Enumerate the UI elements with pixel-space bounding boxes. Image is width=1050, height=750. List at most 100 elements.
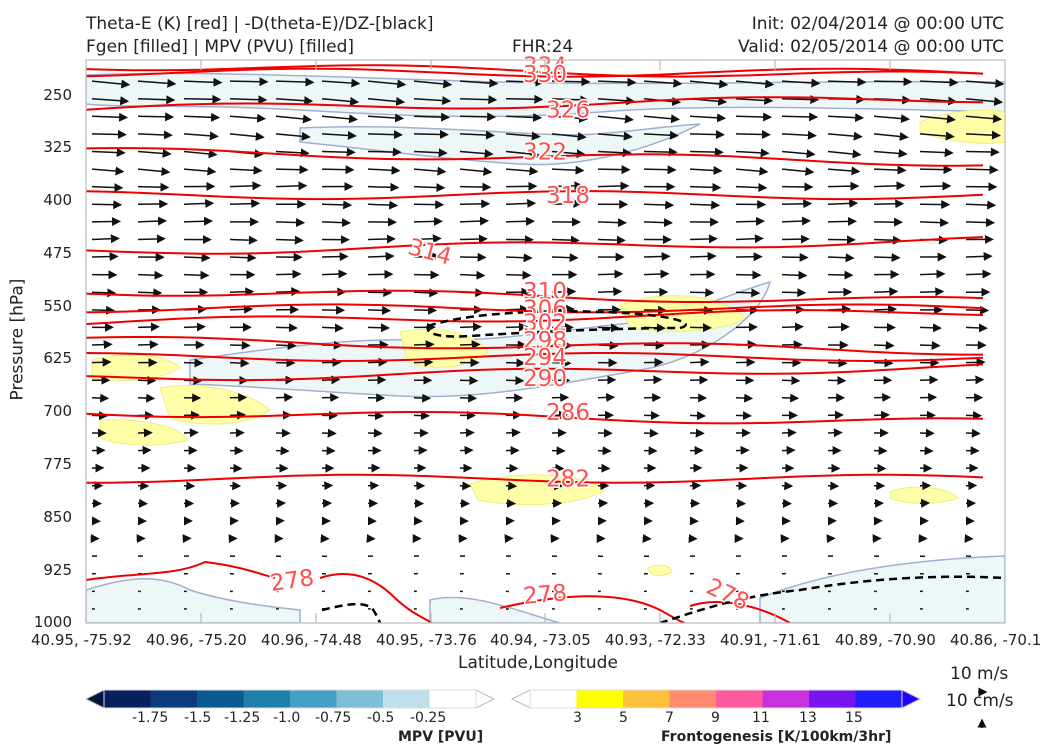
wind-vector xyxy=(965,375,985,385)
wind-vector xyxy=(551,77,591,87)
wind-vector xyxy=(137,270,164,280)
y-tick: 1000 xyxy=(33,613,72,631)
colorbar-swatch xyxy=(530,690,577,708)
wind-vector xyxy=(459,78,499,88)
wind-vector xyxy=(735,216,766,226)
wind-vector xyxy=(781,94,820,104)
wind-vector xyxy=(965,147,1000,157)
wind-vector xyxy=(643,428,659,438)
wind-vector xyxy=(505,358,526,368)
wind-vector xyxy=(367,234,396,244)
wind-vector xyxy=(689,200,721,210)
wind-vector xyxy=(597,392,616,402)
wind-vector xyxy=(597,96,636,106)
wind-vector xyxy=(137,95,176,105)
wind-vector xyxy=(137,78,177,88)
wind-vector xyxy=(321,200,353,210)
wind-vector xyxy=(91,183,124,193)
wind-vector xyxy=(735,130,771,140)
theta-e-label: 310 xyxy=(523,279,567,305)
theta-e-contour xyxy=(86,473,984,484)
wind-vector xyxy=(689,182,722,192)
wind-vector xyxy=(965,269,992,279)
colorbar-extend-left xyxy=(510,689,531,709)
wind-vector xyxy=(551,304,576,314)
colorbar-border xyxy=(103,689,477,709)
theta-e-label: 330 xyxy=(523,62,567,88)
theta-e-label: 334 xyxy=(523,54,567,80)
wind-vector xyxy=(873,77,913,87)
wind-vector xyxy=(413,148,448,158)
wind-vector xyxy=(551,410,568,420)
wind-vector xyxy=(459,216,490,226)
wind-vector xyxy=(873,235,902,245)
wind-vector xyxy=(459,149,494,159)
wind-vector xyxy=(873,358,894,368)
wind-vector xyxy=(183,131,219,141)
fgen-colorbar xyxy=(510,689,922,709)
wind-vector xyxy=(275,96,314,106)
wind-vector xyxy=(275,77,315,87)
theta-e-contour xyxy=(86,96,984,111)
wind-vector xyxy=(643,114,680,124)
wind-vector xyxy=(91,288,117,298)
wind-vector xyxy=(781,322,804,332)
title-line-2: Fgen [filled] | MPV (PVU) [filled] xyxy=(86,37,355,57)
wind-vector xyxy=(275,131,311,141)
colorbar-swatch xyxy=(336,690,384,708)
wind-vector xyxy=(275,235,304,245)
wind-vector xyxy=(413,112,451,122)
wind-vector xyxy=(91,129,127,139)
y-tick: 850 xyxy=(43,508,72,526)
wind-vector xyxy=(597,235,626,245)
x-tick: 40.96, -74.48 xyxy=(261,631,362,649)
wind-vector xyxy=(781,166,815,176)
wind-vector xyxy=(551,235,580,245)
wind-vector xyxy=(505,428,521,438)
colorbar-swatch xyxy=(716,690,763,708)
x-tick: 40.86, -70.1 xyxy=(950,631,1042,649)
x-tick: 40.91, -71.61 xyxy=(720,631,821,649)
wind-vector xyxy=(827,149,862,159)
wind-vector xyxy=(919,181,952,191)
wind-vector xyxy=(873,340,895,350)
wind-vector xyxy=(965,200,997,210)
wind-vector xyxy=(689,113,727,123)
wind-vector xyxy=(735,393,754,403)
wind-vector xyxy=(275,114,312,124)
wind-vector xyxy=(919,287,945,297)
wind-vector xyxy=(275,392,294,402)
wind-vector xyxy=(459,112,497,122)
wind-vector xyxy=(873,114,911,124)
wind-vector xyxy=(827,376,847,386)
wind-vector xyxy=(137,130,173,140)
wind-vector xyxy=(321,78,361,88)
fgen-colorbar-label: 3 xyxy=(573,710,582,726)
wind-vector xyxy=(137,182,170,192)
wind-vector xyxy=(643,165,677,175)
theta-e-label: 322 xyxy=(523,139,567,165)
wind-vector xyxy=(965,97,1004,107)
wind-vector xyxy=(413,216,444,226)
wind-vector xyxy=(413,79,453,89)
wind-vector xyxy=(597,77,637,87)
wind-vector xyxy=(137,322,160,332)
x-tick: 40.93, -72.33 xyxy=(605,631,706,649)
x-tick: 40.94, -73.05 xyxy=(490,631,591,649)
wind-vector xyxy=(551,113,589,123)
wind-vector xyxy=(965,428,981,438)
wind-vector xyxy=(551,287,577,297)
wind-vector xyxy=(459,199,491,209)
wind-vector xyxy=(505,216,536,226)
wind-vector xyxy=(137,340,159,350)
wind-vector xyxy=(551,132,587,141)
fgen-colorbar-label: 15 xyxy=(845,710,863,726)
wind-vector xyxy=(321,269,348,279)
wind-vector xyxy=(505,376,525,386)
wind-vectors xyxy=(90,77,1005,610)
wind-vector xyxy=(597,131,633,141)
y-axis-label: Pressure [hPa] xyxy=(7,278,28,401)
wind-vector xyxy=(919,77,959,87)
wind-vector xyxy=(505,94,544,104)
wind-vector xyxy=(91,340,113,350)
